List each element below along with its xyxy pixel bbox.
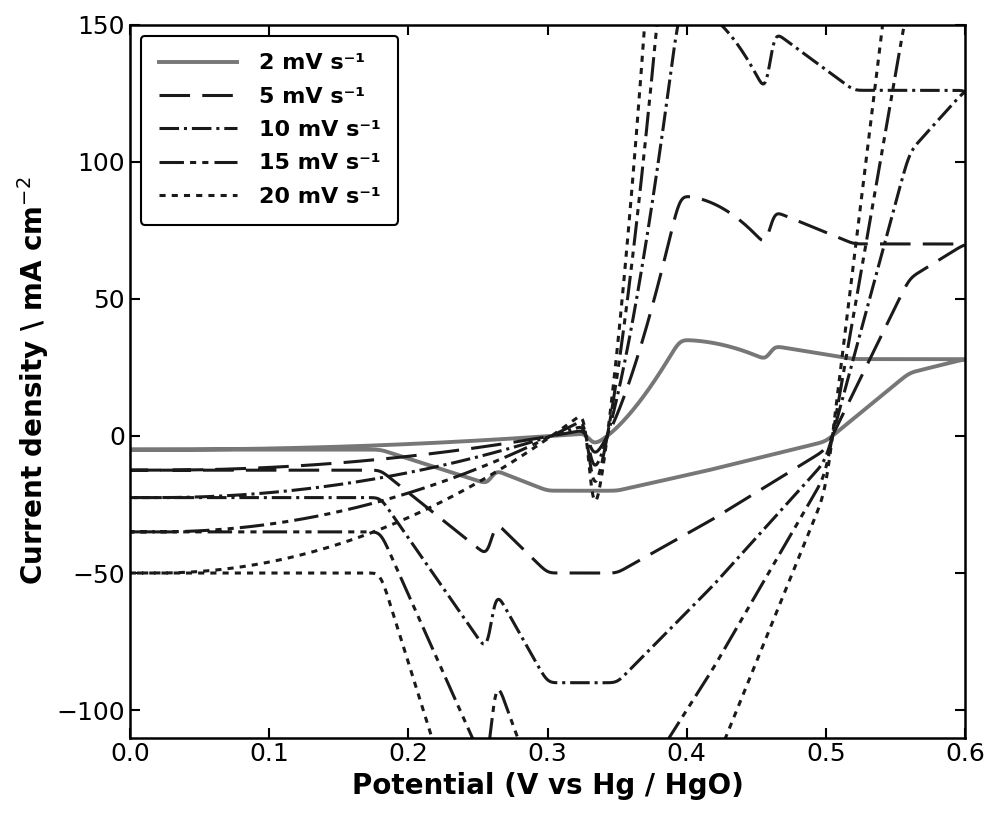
2 mV s⁻¹ <box>171 445 183 455</box>
2 mV s⁻¹ <box>682 335 694 345</box>
10 mV s⁻¹ <box>124 493 136 503</box>
X-axis label: Potential (V vs Hg / HgO): Potential (V vs Hg / HgO) <box>352 772 743 800</box>
15 mV s⁻¹ <box>171 527 183 537</box>
2 mV s⁻¹ <box>594 486 606 496</box>
5 mV s⁻¹ <box>124 465 136 475</box>
5 mV s⁻¹ <box>893 239 905 249</box>
5 mV s⁻¹ <box>682 192 694 201</box>
Line: 5 mV s⁻¹: 5 mV s⁻¹ <box>130 196 965 573</box>
5 mV s⁻¹ <box>209 465 221 474</box>
15 mV s⁻¹ <box>124 527 136 537</box>
5 mV s⁻¹ <box>594 568 606 578</box>
10 mV s⁻¹ <box>171 493 183 503</box>
20 mV s⁻¹ <box>172 568 184 578</box>
15 mV s⁻¹ <box>209 525 221 535</box>
Line: 2 mV s⁻¹: 2 mV s⁻¹ <box>130 340 965 491</box>
10 mV s⁻¹ <box>478 639 490 649</box>
10 mV s⁻¹ <box>937 86 949 95</box>
2 mV s⁻¹ <box>478 478 490 487</box>
20 mV s⁻¹ <box>209 566 221 575</box>
15 mV s⁻¹ <box>172 527 184 537</box>
2 mV s⁻¹ <box>937 355 949 364</box>
10 mV s⁻¹ <box>682 0 694 10</box>
Legend: 2 mV s⁻¹, 5 mV s⁻¹, 10 mV s⁻¹, 15 mV s⁻¹, 20 mV s⁻¹: 2 mV s⁻¹, 5 mV s⁻¹, 10 mV s⁻¹, 15 mV s⁻¹… <box>141 36 398 224</box>
Line: 10 mV s⁻¹: 10 mV s⁻¹ <box>130 5 965 683</box>
15 mV s⁻¹ <box>124 527 136 537</box>
5 mV s⁻¹ <box>937 239 949 249</box>
10 mV s⁻¹ <box>893 86 905 95</box>
2 mV s⁻¹ <box>172 445 184 455</box>
10 mV s⁻¹ <box>124 493 136 503</box>
10 mV s⁻¹ <box>172 493 184 503</box>
Line: 15 mV s⁻¹: 15 mV s⁻¹ <box>130 0 965 815</box>
20 mV s⁻¹ <box>124 568 136 578</box>
Y-axis label: Current density \ mA cm$^{-2}$: Current density \ mA cm$^{-2}$ <box>15 177 51 585</box>
20 mV s⁻¹ <box>124 568 136 578</box>
2 mV s⁻¹ <box>124 445 136 455</box>
10 mV s⁻¹ <box>209 491 221 501</box>
5 mV s⁻¹ <box>124 465 136 475</box>
20 mV s⁻¹ <box>171 568 183 578</box>
2 mV s⁻¹ <box>893 355 905 364</box>
5 mV s⁻¹ <box>172 465 184 475</box>
5 mV s⁻¹ <box>171 465 183 475</box>
10 mV s⁻¹ <box>594 678 606 688</box>
2 mV s⁻¹ <box>124 445 136 455</box>
Line: 20 mV s⁻¹: 20 mV s⁻¹ <box>130 0 965 815</box>
5 mV s⁻¹ <box>478 547 490 557</box>
15 mV s⁻¹ <box>478 755 490 764</box>
2 mV s⁻¹ <box>209 444 221 454</box>
